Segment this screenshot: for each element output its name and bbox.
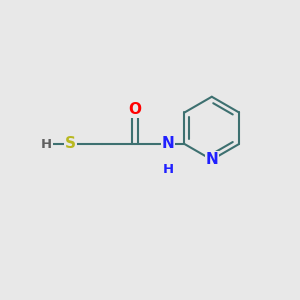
Text: O: O (128, 102, 142, 117)
Text: N: N (162, 136, 174, 152)
Text: N: N (206, 152, 218, 167)
Text: H: H (41, 137, 52, 151)
Text: S: S (65, 136, 76, 152)
Text: H: H (162, 163, 174, 176)
